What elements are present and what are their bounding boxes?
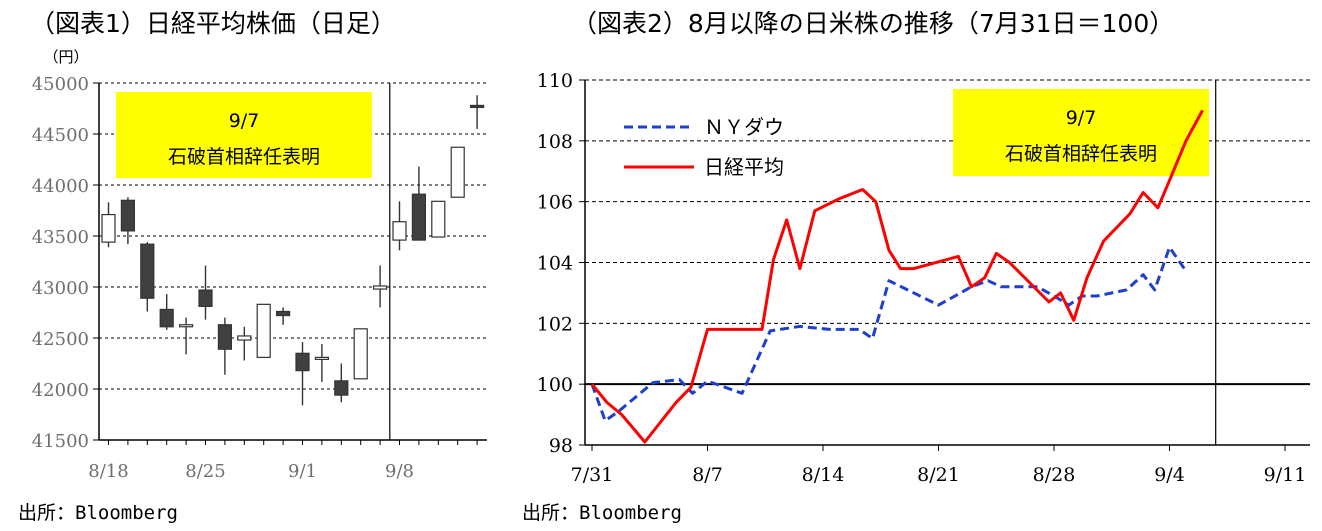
candle-body bbox=[217, 324, 232, 350]
candle-body bbox=[140, 243, 155, 299]
candle-body bbox=[334, 380, 349, 396]
y-tick-label: 42500 bbox=[32, 329, 89, 350]
y-tick-label: 44500 bbox=[32, 125, 89, 146]
y-tick-label: 42000 bbox=[32, 380, 89, 401]
candle-body bbox=[470, 104, 485, 109]
event-annotation-date: 9/7 bbox=[1066, 107, 1097, 129]
candle-body bbox=[101, 213, 116, 243]
series-line-nikkei bbox=[590, 109, 1204, 444]
legend-label: 日経平均 bbox=[704, 155, 784, 179]
x-tick-label: 8/14 bbox=[802, 464, 845, 486]
y-tick-label: 45000 bbox=[32, 74, 89, 95]
event-annotation-box bbox=[116, 92, 372, 178]
chart2-source: 出所：Bloomberg bbox=[522, 502, 682, 524]
x-tick-label: 9/8 bbox=[385, 461, 414, 482]
y-tick-label: 104 bbox=[537, 253, 573, 275]
chart2-title: （図表2）8月以降の日米株の推移（7月31日＝100） bbox=[572, 9, 1175, 38]
x-tick-label: 9/4 bbox=[1154, 464, 1185, 486]
candle-body bbox=[179, 324, 194, 328]
y-tick-label: 43500 bbox=[32, 227, 89, 248]
y-tick-label: 44000 bbox=[32, 176, 89, 197]
y-tick-label: 110 bbox=[537, 70, 573, 92]
x-tick-label: 8/18 bbox=[88, 461, 128, 482]
candle-body bbox=[159, 308, 174, 328]
y-tick-label: 41500 bbox=[32, 431, 89, 452]
x-tick-label: 8/21 bbox=[917, 464, 960, 486]
candle-body bbox=[353, 328, 368, 380]
legend-label: ＮＹダウ bbox=[704, 115, 784, 139]
chart1-source: 出所：Bloomberg bbox=[18, 502, 178, 524]
candle-body bbox=[276, 310, 291, 317]
candle-body bbox=[431, 200, 446, 238]
candle-body bbox=[256, 303, 271, 358]
candle-body bbox=[450, 146, 465, 198]
x-tick-label: 7/31 bbox=[571, 464, 614, 486]
candle-body bbox=[411, 193, 426, 241]
candle-body bbox=[314, 356, 329, 360]
candle-body bbox=[237, 335, 252, 341]
candle-body bbox=[295, 352, 310, 372]
x-tick-label: 9/1 bbox=[288, 461, 317, 482]
y-tick-label: 106 bbox=[537, 192, 573, 214]
y-tick-label: 102 bbox=[537, 313, 573, 335]
event-annotation-box bbox=[953, 89, 1209, 176]
y-tick-label: 100 bbox=[537, 374, 573, 396]
candle-body bbox=[198, 289, 213, 307]
series-line-nydow bbox=[590, 245, 1186, 423]
event-annotation-text: 石破首相辞任表明 bbox=[168, 146, 320, 168]
y-tick-label: 43000 bbox=[32, 278, 89, 299]
x-tick-label: 8/7 bbox=[692, 464, 723, 486]
candle-body bbox=[392, 221, 407, 241]
candle-body bbox=[120, 199, 136, 232]
y-tick-label: 98 bbox=[549, 435, 573, 457]
chart1-title: （図表1）日経平均株価（日足） bbox=[30, 9, 396, 38]
event-annotation-date: 9/7 bbox=[229, 110, 260, 132]
y-tick-label: 108 bbox=[537, 131, 573, 153]
candle-body bbox=[373, 285, 388, 290]
x-tick-label: 8/25 bbox=[185, 461, 225, 482]
x-tick-label: 9/11 bbox=[1264, 464, 1307, 486]
x-tick-label: 8/28 bbox=[1033, 464, 1076, 486]
event-annotation-text: 石破首相辞任表明 bbox=[1005, 143, 1157, 165]
y-unit-label: （円） bbox=[43, 48, 88, 66]
